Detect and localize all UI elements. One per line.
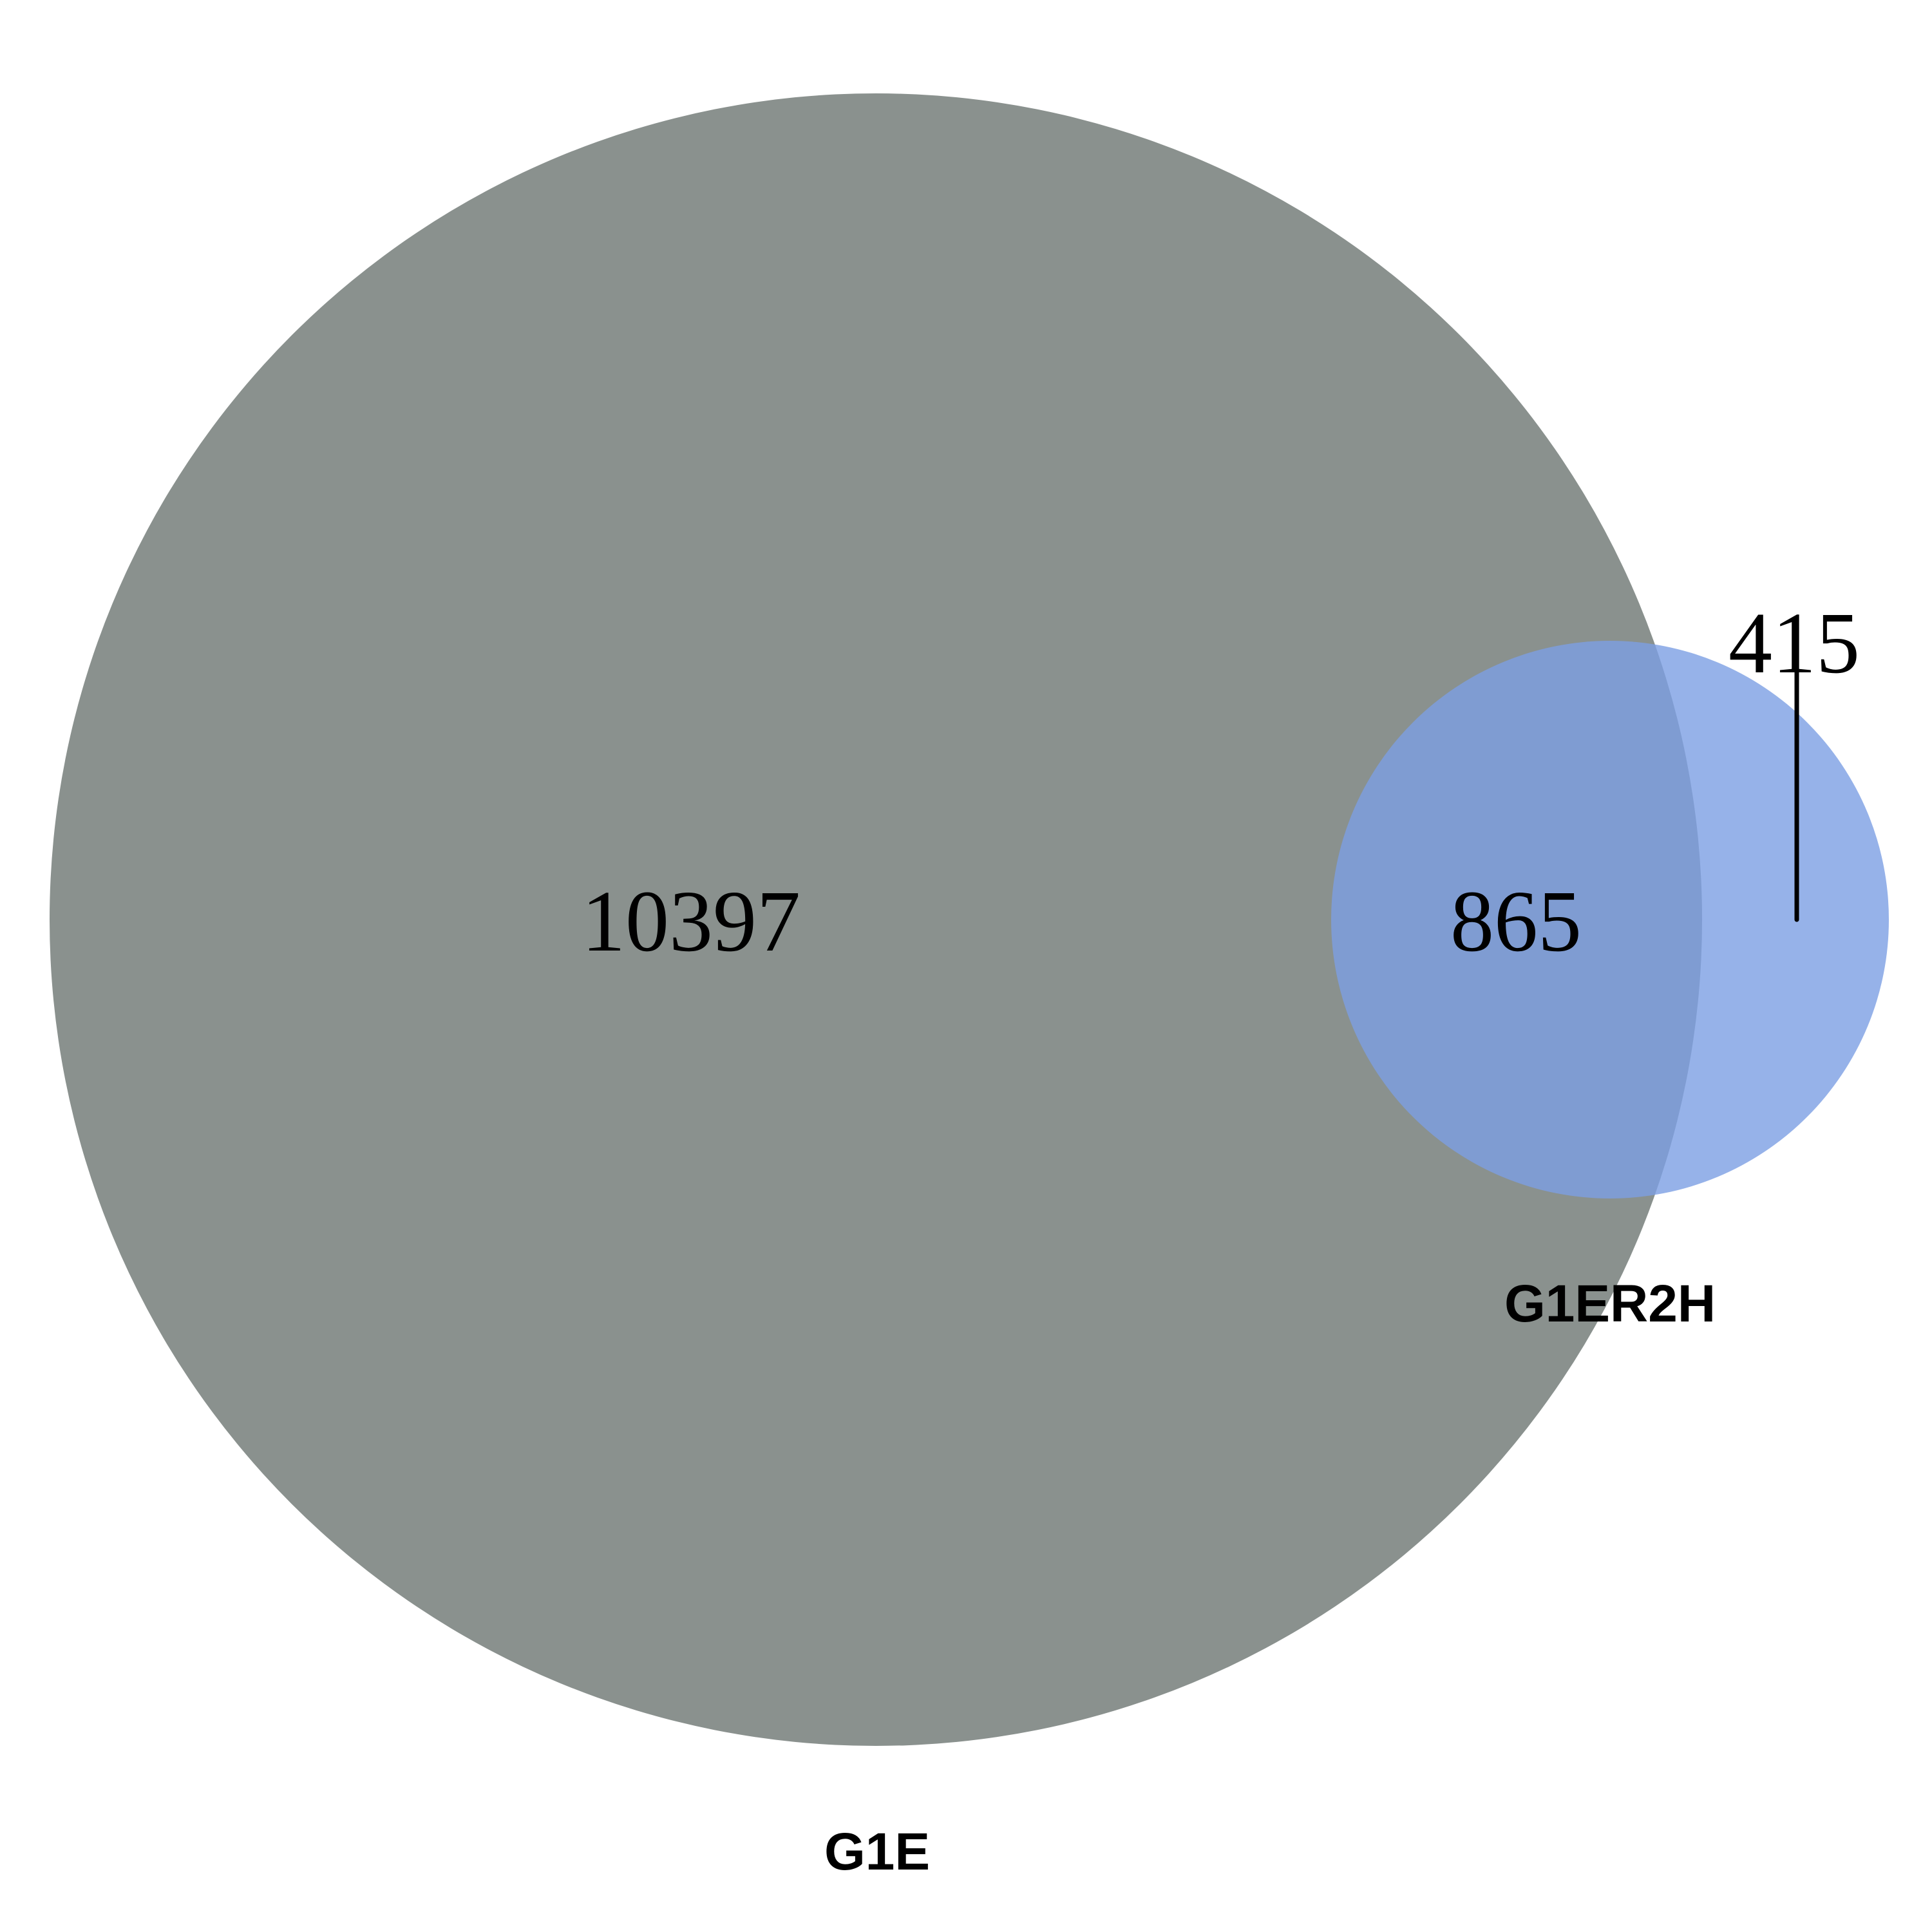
count-g1e-only: 10397 (582, 873, 800, 970)
set-circle-g1e (50, 93, 1702, 1746)
set-label-g1e: G1E (824, 1823, 930, 1881)
count-g1er2h-only: 415 (1728, 595, 1860, 692)
count-intersection: 865 (1450, 873, 1582, 970)
set-circle-g1er2h (1331, 641, 1889, 1198)
set-label-g1er2h: G1ER2H (1504, 1274, 1716, 1333)
